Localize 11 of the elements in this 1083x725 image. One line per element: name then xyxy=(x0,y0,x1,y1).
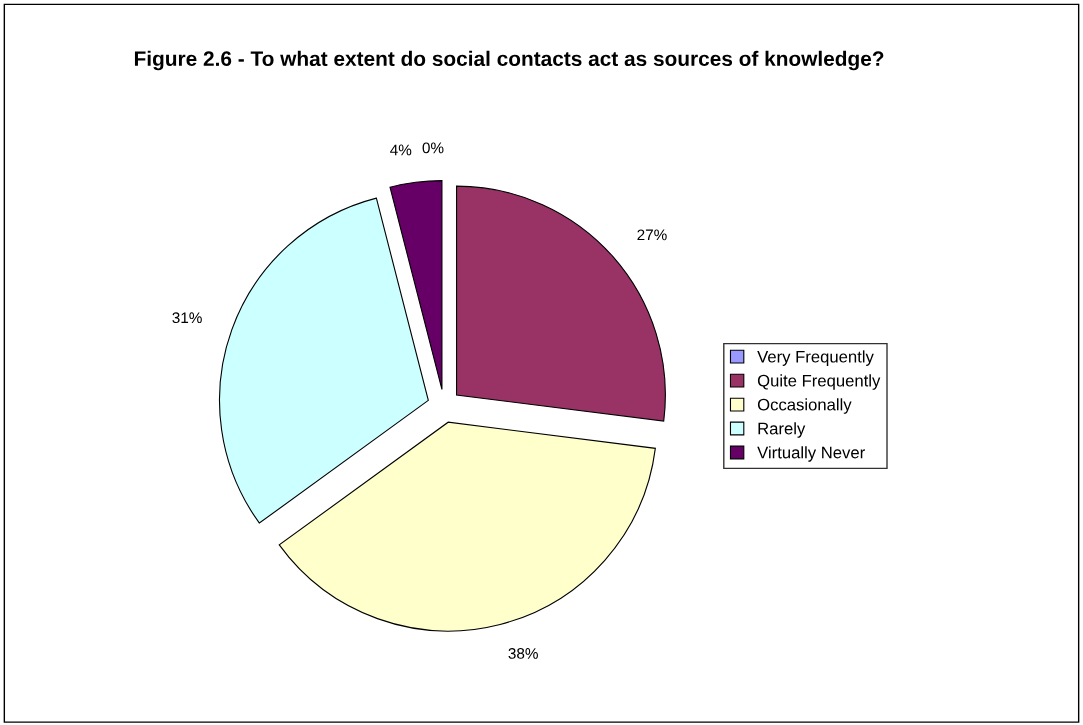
legend-label: Virtually Never xyxy=(757,446,865,462)
data-label: 4% xyxy=(390,144,412,156)
legend-label: Very Frequently xyxy=(757,350,874,366)
data-label: 27% xyxy=(637,229,667,241)
data-label: 31% xyxy=(172,312,202,324)
chart-title: Figure 2.6 - To what extent do social contacts act as sources of knowledge? xyxy=(134,50,884,71)
legend-label: Occasionally xyxy=(757,398,852,414)
text: 0% xyxy=(422,142,444,154)
legend-label: Rarely xyxy=(758,422,806,438)
data-label: 38% xyxy=(508,648,538,659)
legend-label: Quite Frequently xyxy=(757,374,881,390)
